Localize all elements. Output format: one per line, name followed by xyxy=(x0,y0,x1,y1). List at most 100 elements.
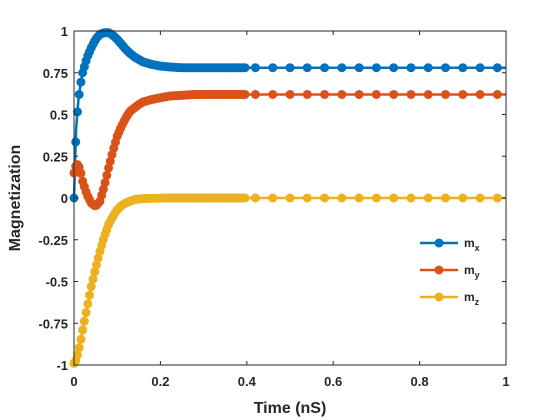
legend-label: mx xyxy=(464,236,480,253)
series-point-z xyxy=(389,193,399,203)
x-tick-label: 0.2 xyxy=(151,374,169,389)
x-tick-label: 0.8 xyxy=(411,374,429,389)
series-point-z xyxy=(492,193,502,203)
y-tick-label: -0.75 xyxy=(38,316,68,331)
series-point-y xyxy=(100,178,110,188)
series-point-y xyxy=(102,170,112,180)
legend-label-subscript: x xyxy=(475,243,480,253)
series-point-y xyxy=(268,89,278,99)
series-point-y xyxy=(371,89,381,99)
series-point-y xyxy=(475,89,485,99)
legend-marker xyxy=(434,265,444,275)
series-point-y xyxy=(423,89,433,99)
series-point-x xyxy=(441,63,451,73)
series-x xyxy=(69,28,506,203)
series-point-z xyxy=(85,290,95,300)
series-point-x xyxy=(71,137,81,147)
series-point-x xyxy=(268,63,278,73)
series-point-z xyxy=(81,308,91,318)
legend-label-name: m xyxy=(464,236,475,250)
series-point-y xyxy=(302,89,312,99)
series-point-x xyxy=(492,63,502,73)
series-point-z xyxy=(90,267,100,277)
series-point-z xyxy=(76,334,86,344)
series-point-y xyxy=(250,89,260,99)
series-point-z xyxy=(86,282,96,292)
y-tick-label: 0 xyxy=(61,191,68,206)
series-point-z xyxy=(371,193,381,203)
legend-marker xyxy=(434,238,444,248)
x-axis-title: Time (nS) xyxy=(254,400,327,417)
series-point-x xyxy=(285,63,295,73)
series-point-z xyxy=(72,350,82,360)
series-point-z xyxy=(79,316,89,326)
series-point-y xyxy=(406,89,416,99)
series-point-x xyxy=(458,63,468,73)
series-point-y xyxy=(492,89,502,99)
series-point-z xyxy=(285,193,295,203)
series-point-z xyxy=(475,193,485,203)
series-point-z xyxy=(441,193,451,203)
y-tick-label: 0.25 xyxy=(43,149,68,164)
series-point-x xyxy=(250,63,260,73)
x-tick-label: 0 xyxy=(70,374,77,389)
y-tick-label: 1 xyxy=(61,24,68,39)
series-point-x xyxy=(76,77,86,87)
legend-item-z: mz xyxy=(420,290,480,307)
series-point-x xyxy=(320,63,330,73)
y-tick-label: 0.75 xyxy=(43,66,68,81)
series-point-x xyxy=(74,89,84,99)
x-tick-label: 0.6 xyxy=(324,374,342,389)
series-point-y xyxy=(441,89,451,99)
series-point-y xyxy=(354,89,364,99)
legend-label-subscript: y xyxy=(475,270,480,280)
legend-marker xyxy=(434,292,444,302)
series-point-z xyxy=(78,325,88,335)
series-point-y xyxy=(337,89,347,99)
series-point-z xyxy=(406,193,416,203)
series-point-x xyxy=(389,63,399,73)
y-tick-label: -0.5 xyxy=(46,275,68,290)
series-point-y xyxy=(76,168,86,178)
legend-label: my xyxy=(464,263,480,280)
x-tick-label: 1 xyxy=(502,374,509,389)
legend-item-y: my xyxy=(420,263,480,280)
x-tick-label: 0.4 xyxy=(238,374,257,389)
y-tick-label: 0.5 xyxy=(50,108,68,123)
series-layer xyxy=(69,28,506,368)
series-point-z xyxy=(302,193,312,203)
legend-item-x: mx xyxy=(420,236,480,253)
series-point-y xyxy=(320,89,330,99)
series-y xyxy=(69,89,506,211)
series-point-z xyxy=(83,299,93,309)
series-point-x xyxy=(371,63,381,73)
series-point-x xyxy=(337,63,347,73)
legend-label: mz xyxy=(464,290,480,307)
series-point-x xyxy=(302,63,312,73)
series-point-z xyxy=(88,274,98,284)
series-point-z xyxy=(240,193,250,203)
series-point-y xyxy=(389,89,399,99)
legend-label-subscript: z xyxy=(475,297,480,307)
y-axis-title: Magnetization xyxy=(7,145,24,252)
series-z xyxy=(69,193,506,368)
series-point-y xyxy=(240,89,250,99)
series-point-x xyxy=(406,63,416,73)
series-point-z xyxy=(354,193,364,203)
series-point-z xyxy=(250,193,260,203)
legend-label-name: m xyxy=(464,263,475,277)
y-tick-label: -1 xyxy=(56,358,68,373)
series-point-x xyxy=(240,63,250,73)
series-point-z xyxy=(268,193,278,203)
series-point-z xyxy=(320,193,330,203)
series-point-z xyxy=(423,193,433,203)
series-point-z xyxy=(458,193,468,203)
ticks-layer: 0 0.2 0.4 0.6 0.8 1 -1 -0.75 -0.5 -0.25 0 0.25 0.5 0.… xyxy=(38,24,509,389)
series-point-y xyxy=(458,89,468,99)
series-point-z xyxy=(74,343,84,353)
legend-label-name: m xyxy=(464,290,475,304)
series-point-x xyxy=(354,63,364,73)
series-point-y xyxy=(285,89,295,99)
